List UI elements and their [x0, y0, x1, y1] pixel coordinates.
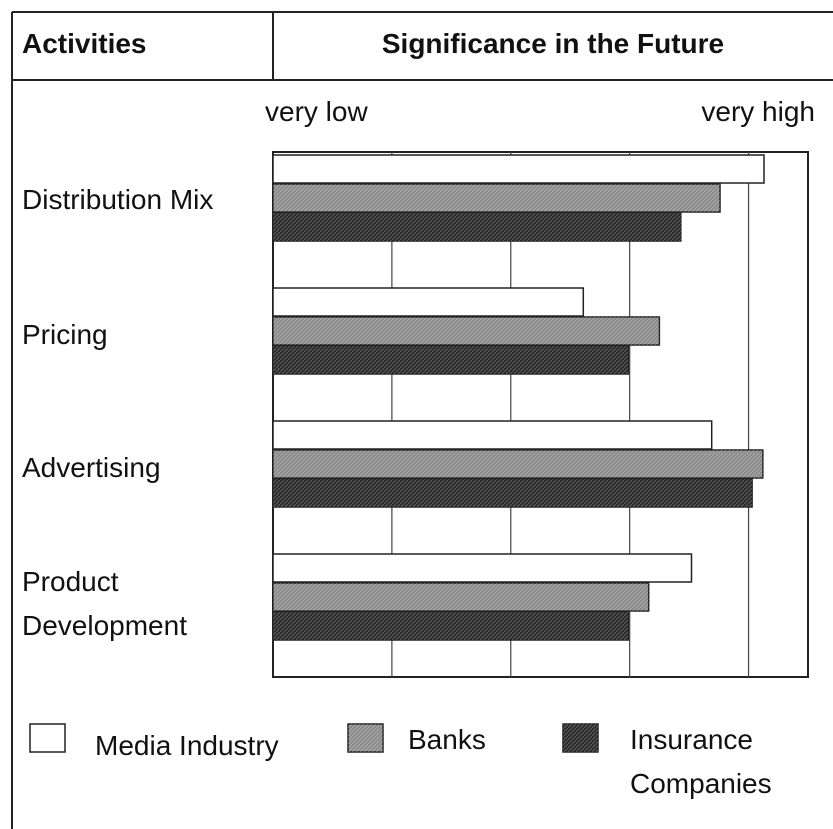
plot-frame [272, 151, 809, 678]
bar-texture [273, 612, 629, 640]
category-label: Product Development [22, 566, 187, 641]
legend-swatch-texture [563, 724, 598, 752]
legend-label: Banks [408, 724, 486, 755]
bar [272, 287, 585, 317]
bar [272, 154, 765, 184]
header-activities: Activities [22, 28, 147, 59]
legend-label: Media Industry [95, 730, 279, 761]
axis-high-label: very high [701, 96, 815, 127]
bar-texture [273, 213, 681, 241]
category-label: Distribution Mix [22, 184, 214, 215]
header-significance: Significance in the Future [381, 28, 725, 59]
legend-label: Insurance Companies [630, 724, 772, 799]
bar-texture [273, 184, 721, 212]
category-label: Pricing [22, 319, 108, 350]
axis-low-label: very low [265, 96, 368, 127]
bar [272, 420, 713, 450]
legend-swatch-texture [348, 724, 383, 752]
bar-texture [273, 346, 629, 374]
category-label: Advertising [22, 452, 161, 483]
bar-texture [273, 479, 753, 507]
legend-swatch [29, 723, 66, 753]
bar [272, 553, 693, 583]
bar-texture [273, 583, 649, 611]
bar-texture [273, 450, 763, 478]
bar-texture [273, 317, 660, 345]
